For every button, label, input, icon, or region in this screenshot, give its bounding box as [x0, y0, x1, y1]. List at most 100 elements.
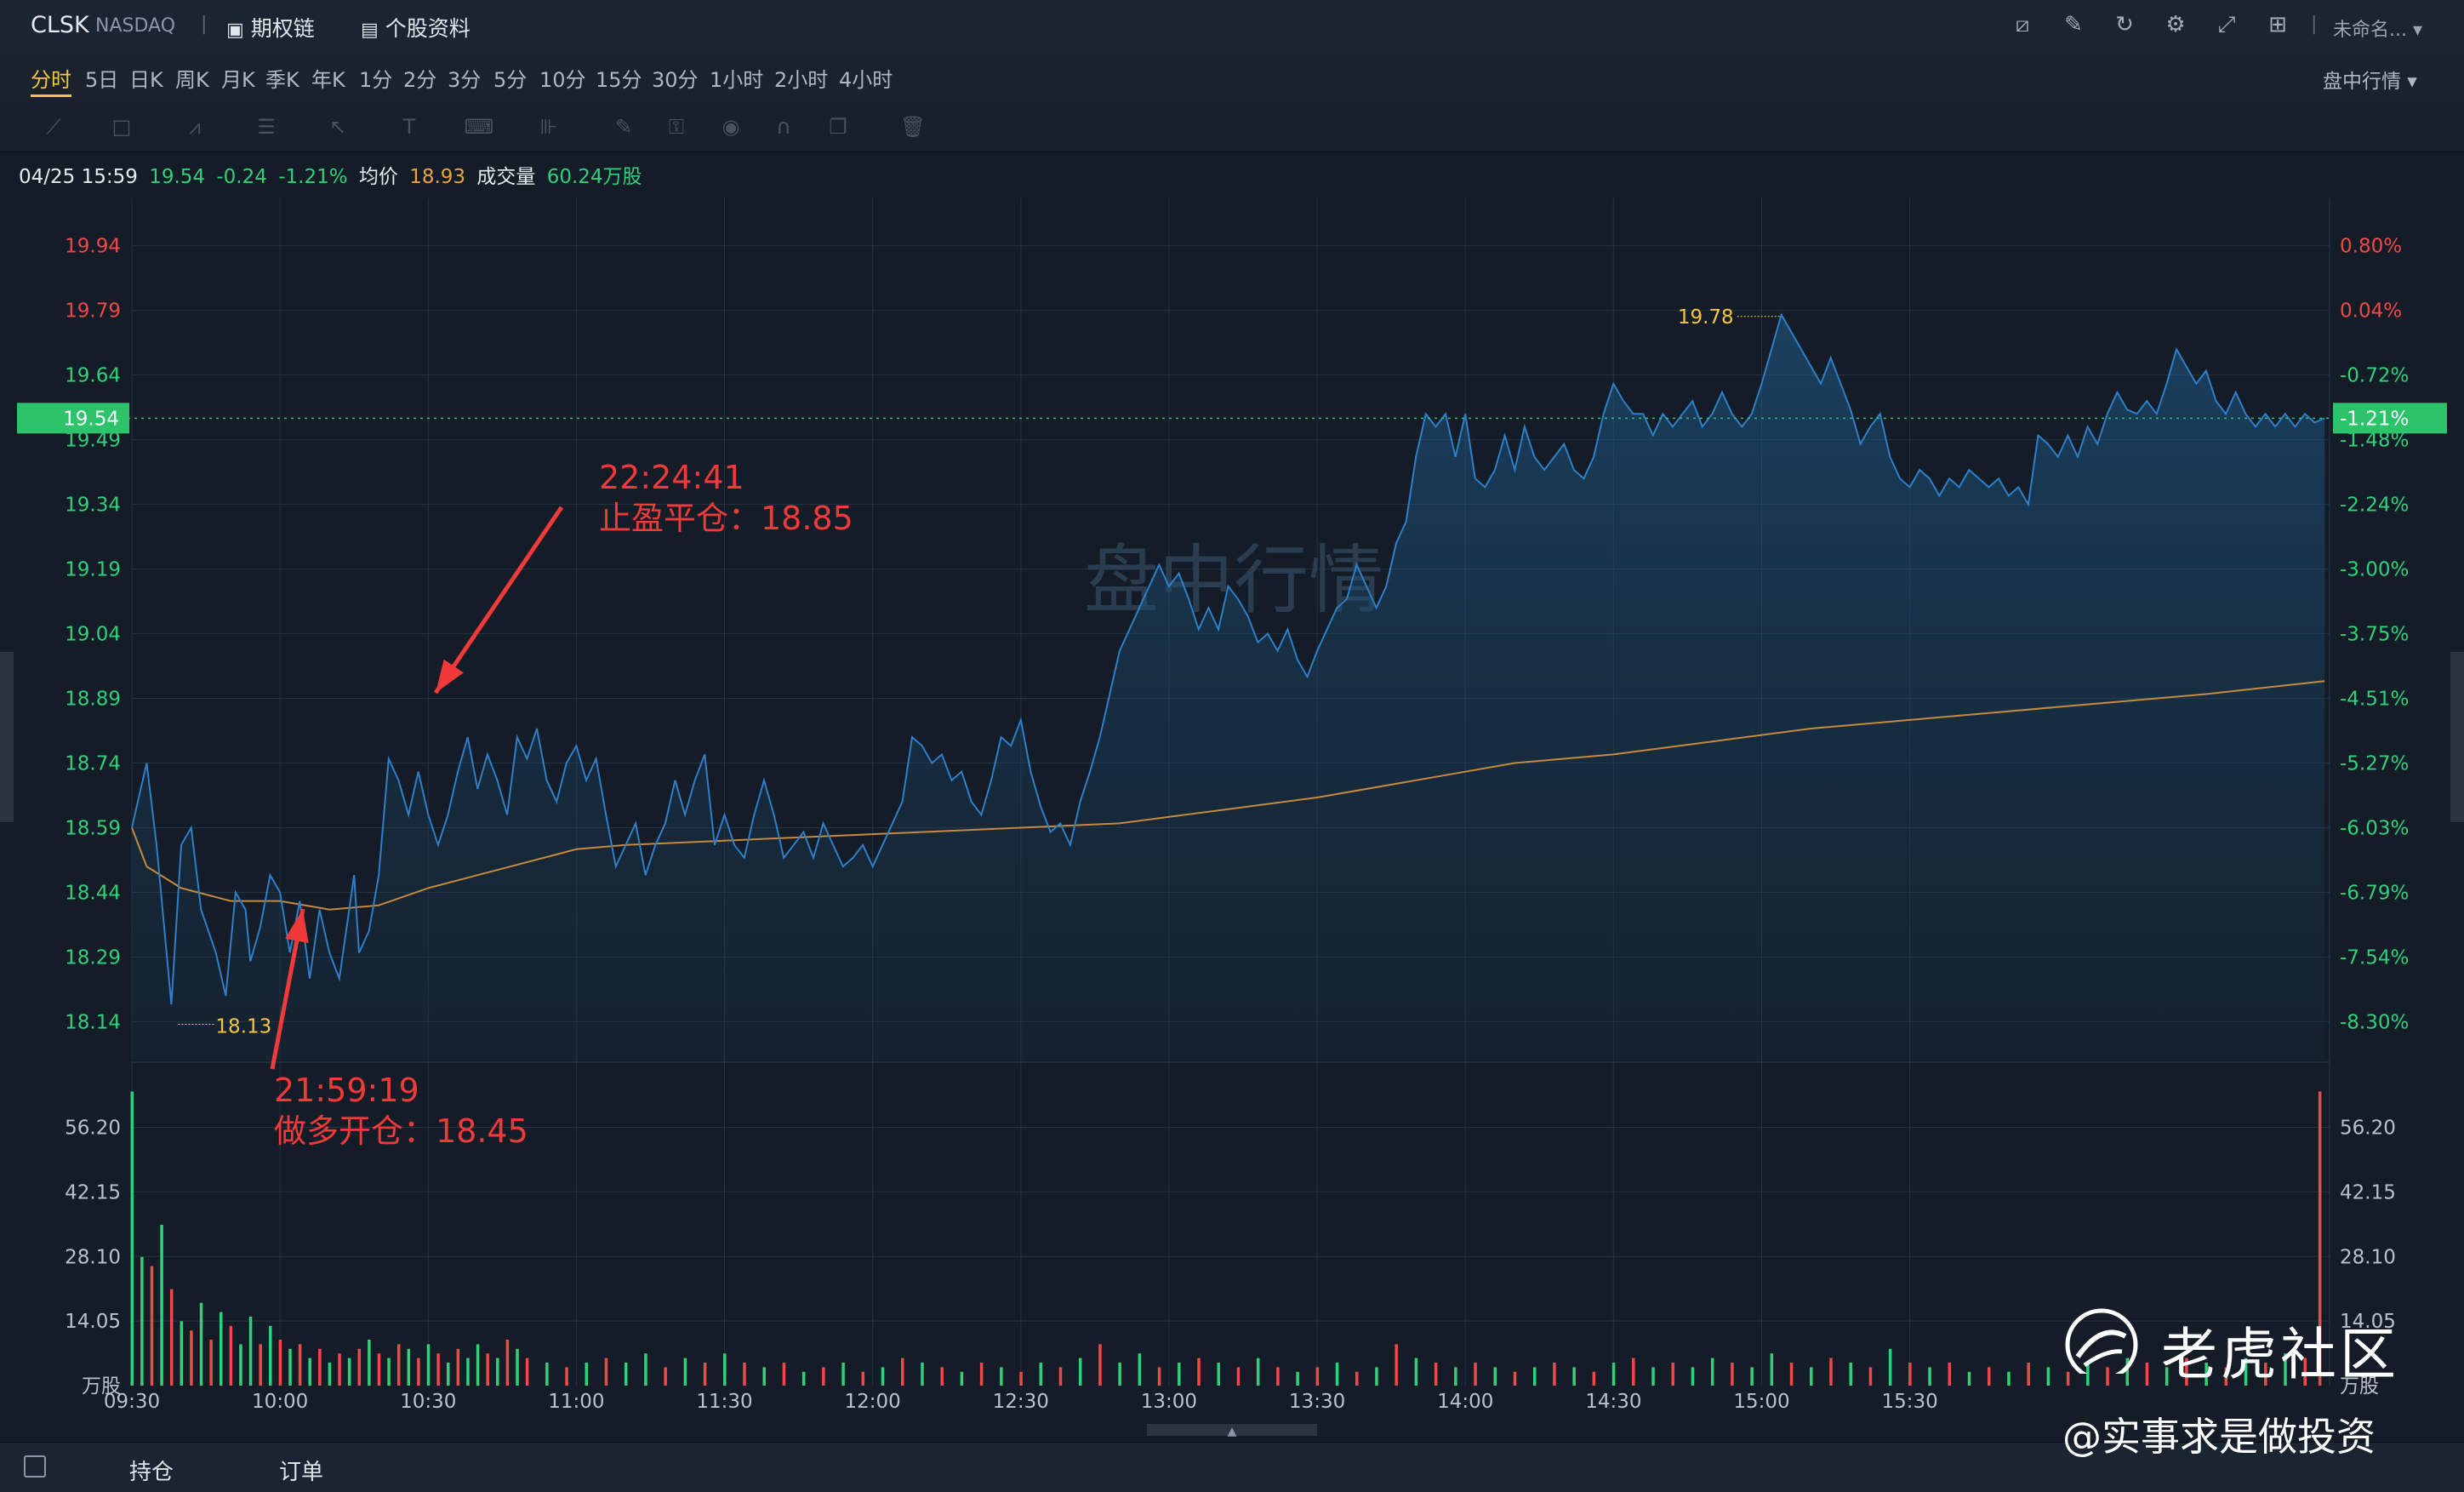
volume-bars: [130, 1091, 2322, 1386]
tab-weekly[interactable]: 周K: [175, 68, 209, 92]
tab-intraday[interactable]: 分时: [31, 63, 71, 97]
panel-toggle-icon[interactable]: [24, 1455, 46, 1478]
x-tick-label: 09:30: [104, 1391, 160, 1413]
tab-quarterly[interactable]: 季K: [265, 68, 299, 92]
tab-10m[interactable]: 10分: [539, 68, 586, 92]
volume-bar: [130, 1091, 134, 1386]
measure-tool-icon[interactable]: ⊪: [539, 115, 558, 139]
volume-bar: [516, 1348, 519, 1386]
volume-bar: [1236, 1367, 1241, 1386]
volume-bar: [150, 1266, 154, 1386]
x-tick-label: 10:30: [400, 1391, 456, 1413]
tab-2h[interactable]: 2小时: [774, 68, 829, 92]
volume-bar: [1731, 1363, 1734, 1386]
line-tool-icon[interactable]: ⟋: [46, 115, 61, 139]
volume-bar: [1434, 1363, 1438, 1386]
settings-icon[interactable]: ⚙: [2165, 12, 2186, 37]
edit-icon[interactable]: ✎: [2064, 12, 2083, 37]
document-icon: ▤: [361, 20, 379, 41]
y-axis-left: 19.9419.7919.6419.4919.3419.1919.0418.89…: [65, 236, 121, 1034]
volume-bar: [762, 1367, 766, 1386]
volume-bar: [318, 1348, 322, 1386]
stock-info-link[interactable]: ▤ 个股资料: [361, 16, 471, 41]
tab-4h[interactable]: 4小时: [839, 68, 893, 92]
magnet-icon[interactable]: ∩: [776, 115, 791, 139]
volume-bar: [278, 1340, 282, 1386]
volume-bar: [703, 1363, 707, 1386]
volume-bar: [1019, 1371, 1023, 1386]
tab-3m[interactable]: 3分: [448, 68, 482, 92]
pattern-tool-icon[interactable]: ⩘: [189, 115, 201, 139]
tab-5m[interactable]: 5分: [493, 68, 528, 92]
tab-30m[interactable]: 30分: [652, 68, 699, 92]
volume-bar: [377, 1353, 381, 1386]
left-panel-handle[interactable]: [0, 652, 14, 822]
quote-info-line: 04/25 15:59 19.54 -0.24 -1.21% 均价 18.93 …: [19, 160, 647, 189]
volume-bar: [1868, 1367, 1873, 1386]
quote-change-pct: -1.21%: [278, 166, 348, 188]
tab-orders[interactable]: 订单: [279, 1460, 324, 1485]
options-chain-link[interactable]: ▣ 期权链: [226, 16, 315, 41]
avg-price-line: [131, 680, 2325, 911]
arrow-tool-icon[interactable]: ↖: [328, 115, 347, 139]
volume-bar: [664, 1367, 667, 1386]
entry-time: 21:59:19: [274, 1072, 419, 1109]
avg-price-value: 18.93: [409, 166, 466, 188]
volume-bar: [190, 1330, 193, 1386]
volume-tick-label: 42.15: [2340, 1181, 2396, 1203]
text-tool-icon[interactable]: T: [402, 115, 416, 139]
refresh-icon[interactable]: ↻: [2115, 12, 2134, 37]
volume-bar: [1710, 1358, 1714, 1386]
volume-label: 成交量: [476, 166, 536, 188]
tab-2m[interactable]: 2分: [403, 68, 437, 92]
tab-5d[interactable]: 5日: [85, 68, 119, 92]
tab-15m[interactable]: 15分: [596, 68, 642, 92]
market-mode-dropdown[interactable]: 盘中行情 ▾: [2323, 71, 2417, 93]
tab-1h[interactable]: 1小时: [710, 68, 764, 92]
trash-icon[interactable]: 🗑: [899, 115, 927, 139]
copy-icon[interactable]: ❐: [829, 115, 847, 139]
volume-bar: [2303, 1358, 2307, 1386]
current-pct-text: -1.21%: [2340, 408, 2409, 430]
volume-bar: [1296, 1371, 1299, 1386]
symbol-label[interactable]: CLSK: [31, 12, 89, 38]
y-tick-label: 19.94: [65, 236, 121, 258]
volume-bar: [1197, 1358, 1201, 1386]
lock-icon[interactable]: ⚿: [668, 115, 685, 139]
y-axis-right: 0.80%0.04%-0.72%-1.48%-2.24%-3.00%-3.75%…: [2340, 236, 2409, 1034]
volume-bar: [801, 1371, 806, 1386]
volume-bar: [1039, 1363, 1043, 1386]
volume-bar: [1118, 1363, 1121, 1386]
tab-positions[interactable]: 持仓: [129, 1460, 174, 1485]
volume-tick-label: 28.10: [2340, 1246, 2396, 1268]
volume-bar: [1572, 1367, 1576, 1386]
volume-bar: [496, 1358, 499, 1386]
top-bar: CLSK NASDAQ | ▣ 期权链 ▤ 个股资料 ⧄ ✎ ↻ ⚙ ⤢ ⊞ | 未…: [0, 0, 2464, 54]
tab-1m[interactable]: 1分: [359, 68, 393, 92]
rectangle-tool-icon[interactable]: □: [111, 115, 132, 139]
fullscreen-icon[interactable]: ⤢: [2217, 12, 2236, 37]
volume-tick-label: 42.15: [65, 1181, 121, 1203]
volume-bar: [1789, 1363, 1794, 1386]
eye-icon[interactable]: ◉: [722, 115, 740, 139]
chart-icon[interactable]: ⧄: [2015, 12, 2030, 37]
intraday-chart[interactable]: 盘中行情 19.9419.7919.6419.4919.3419.1919.04…: [0, 0, 2464, 1442]
x-tick-label: 14:30: [1585, 1391, 1641, 1413]
layout-icon[interactable]: ⊞: [2268, 12, 2287, 37]
volume-bar: [160, 1225, 163, 1386]
right-panel-handle[interactable]: [2450, 652, 2464, 822]
brush-tool-icon[interactable]: ✎: [614, 115, 633, 139]
fib-tool-icon[interactable]: ☰: [257, 115, 276, 139]
tab-monthly[interactable]: 月K: [221, 68, 255, 92]
volume-bar: [1651, 1367, 1655, 1386]
current-pct-badge: [2333, 403, 2447, 434]
tab-daily[interactable]: 日K: [129, 68, 163, 92]
volume-bar: [298, 1344, 302, 1386]
volume-bar: [1414, 1358, 1418, 1386]
tab-yearly[interactable]: 年K: [311, 68, 345, 92]
label-tool-icon[interactable]: ⌨: [464, 115, 494, 139]
account-dropdown[interactable]: 未命名... ▾: [2333, 20, 2423, 41]
volume-bar: [1632, 1358, 1635, 1386]
volume-bar: [2264, 1363, 2267, 1386]
volume-bar: [1691, 1367, 1695, 1386]
